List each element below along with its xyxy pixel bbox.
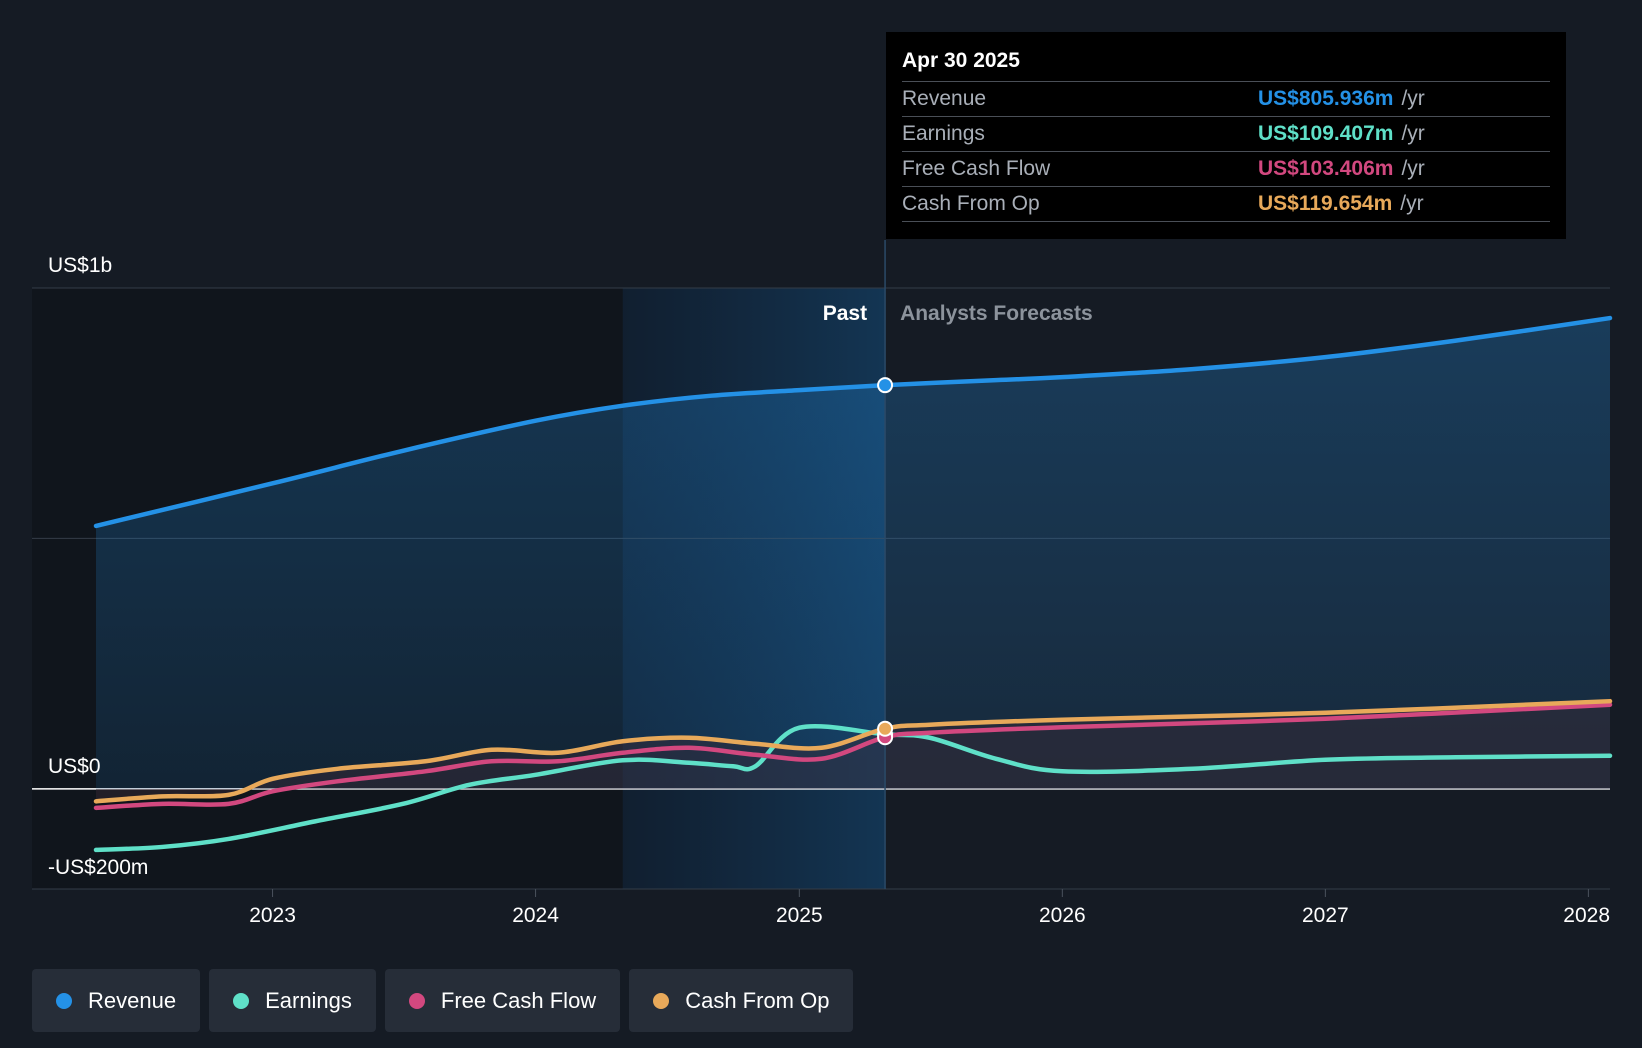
series-line-revenue (93, 315, 1613, 529)
series-line-free-cash-flow (93, 702, 1613, 811)
tooltip-unit: /yr (1401, 87, 1425, 110)
marker-revenue (877, 377, 894, 394)
legend-dot-icon (408, 992, 425, 1009)
x-tick-label: 2024 (512, 904, 559, 927)
x-tick-label: 2023 (249, 904, 296, 927)
forecast-label: Analysts Forecasts (900, 302, 1093, 325)
x-tick-label: 2026 (1039, 904, 1086, 927)
legend-item-earnings[interactable]: Earnings (209, 969, 376, 1032)
tooltip: Apr 30 2025 Revenue US$805.936m /yr Earn… (886, 32, 1566, 239)
series-line-cash-from-op (93, 698, 1613, 804)
legend: Revenue Earnings Free Cash Flow Cash Fro… (32, 969, 854, 1032)
tooltip-label: Free Cash Flow (902, 157, 1051, 180)
legend-label: Earnings (265, 987, 352, 1013)
past-label: Past (823, 302, 867, 325)
tooltip-unit: /yr (1401, 122, 1425, 145)
tooltip-value: US$119.654m (1258, 192, 1393, 215)
legend-dot-icon (653, 992, 670, 1009)
tooltip-label: Revenue (902, 87, 987, 110)
legend-item-free-cash-flow[interactable]: Free Cash Flow (384, 969, 621, 1032)
tooltip-row-free-cash-flow: Free Cash Flow US$103.406m /yr (902, 151, 1550, 186)
y-tick-label: US$1b (48, 254, 112, 277)
x-tick-label: 2027 (1302, 904, 1349, 927)
tooltip-unit: /yr (1401, 157, 1425, 180)
tooltip-unit: /yr (1400, 192, 1424, 215)
tooltip-row-cash-from-op: Cash From Op US$119.654m /yr (902, 186, 1550, 222)
series-line-earnings (93, 723, 1613, 853)
legend-label: Cash From Op (685, 987, 830, 1013)
tooltip-date: Apr 30 2025 (902, 49, 1020, 72)
legend-label: Free Cash Flow (440, 987, 597, 1013)
tooltip-value: US$103.406m (1258, 157, 1394, 180)
legend-dot-icon (233, 992, 250, 1009)
tooltip-label: Cash From Op (902, 192, 1040, 215)
legend-dot-icon (56, 992, 72, 1009)
x-tick-label: 2028 (1563, 904, 1610, 927)
legend-label: Revenue (88, 987, 177, 1013)
x-axis-labels: 2023 2024 2025 2026 2027 2028 (249, 904, 1610, 927)
tooltip-row-earnings: Earnings US$109.407m /yr (902, 116, 1550, 151)
tooltip-value: US$109.407m (1258, 122, 1394, 145)
legend-item-revenue[interactable]: Revenue (32, 969, 201, 1032)
tooltip-markers (877, 377, 894, 746)
y-tick-label: US$0 (48, 755, 101, 778)
legend-item-cash-from-op[interactable]: Cash From Op (629, 969, 854, 1032)
series-lines (93, 315, 1613, 853)
tooltip-row-revenue: Revenue US$805.936m /yr (902, 81, 1550, 116)
tooltip-label: Earnings (902, 122, 985, 145)
x-tick-label: 2025 (776, 904, 823, 927)
y-tick-label: -US$200m (48, 856, 148, 879)
tooltip-value: US$805.936m (1258, 87, 1394, 110)
y-axis-labels: US$1b US$0 -US$200m (48, 254, 148, 879)
marker-cash-from-op (877, 720, 894, 737)
